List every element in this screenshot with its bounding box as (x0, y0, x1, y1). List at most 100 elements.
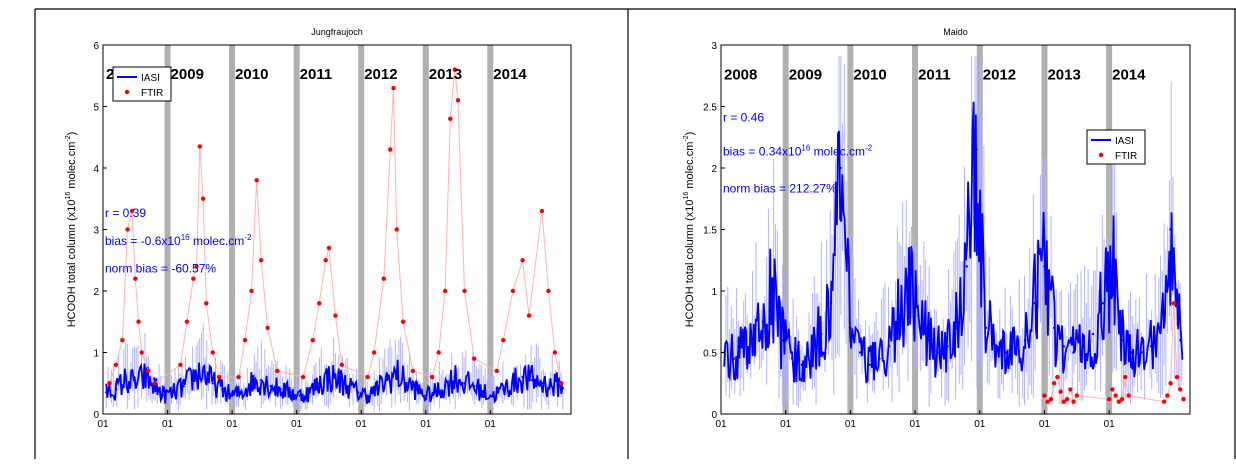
ftir-data-point (326, 245, 332, 251)
x-tick-label: 01 (420, 419, 432, 430)
iasi-data-point (318, 382, 321, 385)
legend-box (1086, 129, 1146, 165)
ftir-data-point (452, 67, 458, 72)
iasi-data-point (907, 277, 910, 280)
x-tick-label: 01 (485, 419, 497, 430)
iasi-data-point (1033, 302, 1036, 305)
ftir-data-point (455, 98, 461, 103)
y-tick-label: 2 (93, 287, 99, 298)
y-tick-label: 3 (711, 41, 717, 52)
ftir-data-point (300, 374, 306, 380)
ftir-data-point (1058, 389, 1063, 395)
y-tick-label: 0 (711, 410, 717, 421)
ftir-data-point (442, 288, 448, 294)
year-label: 2009 (789, 66, 822, 83)
iasi-data-point (955, 326, 959, 330)
legend-iasi-label: IASI (1115, 136, 1134, 147)
iasi-data-point (1052, 326, 1056, 330)
year-separator-bar (229, 45, 236, 414)
iasi-data-point (289, 391, 292, 394)
year-separator-bar (912, 45, 919, 414)
iasi-data-point (114, 388, 118, 391)
ftir-data-point (1126, 393, 1131, 398)
ftir-data-point (1045, 399, 1050, 404)
stats-norm-bias: norm bias = 212.27% (723, 182, 837, 196)
stats-bias-part: molec.cm (190, 234, 245, 248)
iasi-data-point (839, 166, 842, 170)
ftir-data-point (501, 338, 506, 343)
x-tick-label: 01 (227, 419, 239, 430)
iasi-data-point (327, 375, 331, 379)
y-axis-label-part: HCOOH total column (x10 (66, 200, 78, 328)
iasi-data-point (134, 382, 137, 385)
iasi-data-point (965, 265, 969, 268)
ftir-data-point (265, 325, 270, 331)
ftir-data-point (1106, 397, 1112, 402)
iasi-data-point (820, 332, 823, 336)
iasi-data-point (1014, 351, 1017, 354)
iasi-data-point (472, 385, 476, 388)
x-tick-label: 01 (1104, 419, 1116, 430)
iasi-data-point (163, 394, 166, 397)
iasi-data-point (405, 382, 408, 385)
y-axis-label-sup: -2 (65, 135, 72, 141)
year-label: 2013 (1047, 66, 1080, 83)
ftir-data-point (120, 338, 125, 343)
ftir-data-point (1171, 301, 1177, 306)
ftir-data-point (526, 313, 532, 318)
iasi-data-point (810, 351, 813, 354)
iasi-series-line (105, 359, 565, 404)
ftir-data-point (552, 350, 558, 355)
ftir-data-point (1064, 397, 1070, 402)
ftir-data-point (1055, 374, 1060, 380)
year-separator-bar (847, 45, 854, 414)
iasi-data-point (897, 314, 901, 317)
iasi-data-point (1101, 302, 1104, 305)
x-tick-label: 01 (97, 419, 109, 430)
year-separator-bar (164, 45, 171, 414)
ftir-data-point (204, 301, 209, 306)
ftir-data-point (381, 276, 386, 281)
ftir-data-point (339, 362, 345, 367)
legend-ftir-swatch (1098, 152, 1104, 158)
iasi-data-point (1149, 345, 1153, 348)
y-tick-label: 1 (93, 349, 99, 360)
chart-title: Maido (943, 27, 968, 37)
iasi-data-point (946, 345, 949, 348)
ftir-data-point (1110, 387, 1115, 392)
legend-ftir-swatch (124, 89, 130, 95)
ftir-data-point (139, 350, 144, 355)
iasi-data-point (1072, 351, 1075, 354)
legend-iasi-label: IASI (141, 73, 160, 84)
ftir-data-point (129, 208, 135, 214)
ftir-data-point (520, 258, 525, 263)
ftir-data-point (430, 374, 435, 380)
legend: IASI FTIR (112, 66, 172, 102)
x-tick-label: 01 (291, 419, 303, 430)
year-separator-bar (293, 45, 300, 414)
iasi-data-point (1120, 339, 1124, 342)
year-label: 2010 (853, 66, 886, 83)
ftir-data-point (1051, 381, 1057, 386)
iasi-data-point (1004, 351, 1007, 354)
ftir-data-point (210, 350, 215, 355)
iasi-data-point (143, 375, 147, 379)
x-tick-label: 01 (715, 419, 727, 430)
iasi-data-point (975, 148, 978, 151)
iasi-data-point (985, 326, 988, 330)
iasi-data-point (172, 391, 176, 394)
y-axis-label-part: molec.cm (684, 142, 696, 192)
y-axis-label-part: ) (66, 132, 78, 136)
iasi-data-point (269, 385, 273, 388)
iasi-data-point (230, 394, 234, 397)
iasi-data-point (1062, 345, 1066, 348)
y-axis-label: HCOOH total column (x1016 molec.cm-2) (683, 132, 696, 328)
ftir-data-point (436, 350, 441, 355)
ftir-data-point (394, 227, 399, 232)
y-tick-label: 6 (93, 41, 99, 52)
ftir-data-point (136, 319, 141, 324)
y-tick-label: 1 (711, 287, 717, 298)
iasi-data-point (414, 388, 418, 391)
ftir-data-point (145, 368, 151, 374)
